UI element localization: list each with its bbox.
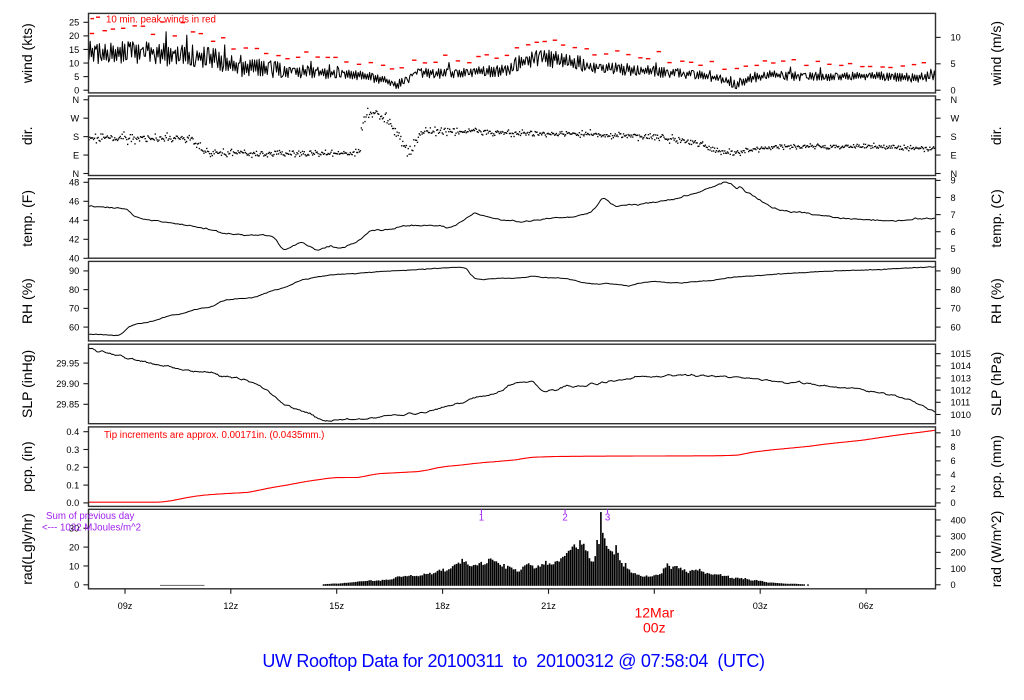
svg-text:7: 7 xyxy=(951,210,956,220)
svg-text:W: W xyxy=(951,113,960,123)
svg-text:90: 90 xyxy=(951,266,961,276)
svg-text:8: 8 xyxy=(951,193,956,203)
svg-text:0.0: 0.0 xyxy=(66,498,79,508)
svg-text:3: 3 xyxy=(605,513,610,524)
svg-text:rad(Lgly/hr): rad(Lgly/hr) xyxy=(19,513,35,585)
svg-text:SLP (inHg): SLP (inHg) xyxy=(19,350,35,418)
svg-text:UW Rooftop Data for 20100311: UW Rooftop Data for 20100311 to 20100312… xyxy=(262,651,764,671)
svg-text:10: 10 xyxy=(69,58,79,68)
svg-text:03z: 03z xyxy=(753,601,768,611)
svg-text:wind (m/s): wind (m/s) xyxy=(988,21,1004,87)
svg-text:0: 0 xyxy=(74,580,79,590)
svg-text:N: N xyxy=(73,169,80,179)
svg-text:20: 20 xyxy=(69,31,79,41)
svg-text:70: 70 xyxy=(69,304,79,314)
svg-text:5: 5 xyxy=(951,59,956,69)
svg-text:N: N xyxy=(951,169,958,179)
svg-text:18z: 18z xyxy=(435,601,450,611)
svg-text:29.85: 29.85 xyxy=(56,400,79,410)
svg-text:300: 300 xyxy=(951,531,966,541)
svg-text:0.2: 0.2 xyxy=(66,463,79,473)
svg-text:15z: 15z xyxy=(329,601,344,611)
svg-text:N: N xyxy=(951,95,958,105)
svg-text:12z: 12z xyxy=(223,601,238,611)
svg-text:400: 400 xyxy=(951,515,966,525)
svg-text:RH (%): RH (%) xyxy=(988,278,1004,324)
svg-text:30: 30 xyxy=(69,524,79,534)
svg-text:8: 8 xyxy=(951,442,956,452)
svg-text:0: 0 xyxy=(951,86,956,96)
svg-text:80: 80 xyxy=(69,285,79,295)
svg-text:25: 25 xyxy=(69,18,79,28)
svg-text:44: 44 xyxy=(69,216,79,226)
svg-text:10: 10 xyxy=(951,33,961,43)
svg-text:0: 0 xyxy=(951,580,956,590)
svg-text:1011: 1011 xyxy=(951,398,971,408)
svg-text:<--- 1032 MJoules/m^2: <--- 1032 MJoules/m^2 xyxy=(42,523,141,534)
svg-text:temp. (F): temp. (F) xyxy=(19,190,35,247)
svg-text:0.4: 0.4 xyxy=(66,427,79,437)
svg-text:6: 6 xyxy=(951,227,956,237)
svg-text:29.90: 29.90 xyxy=(56,379,79,389)
svg-text:pcp. (in): pcp. (in) xyxy=(19,441,35,492)
svg-text:12Mar: 12Mar xyxy=(634,605,674,621)
svg-text:E: E xyxy=(73,150,79,160)
svg-text:1: 1 xyxy=(479,513,484,524)
svg-text:06z: 06z xyxy=(859,601,874,611)
svg-text:80: 80 xyxy=(951,285,961,295)
svg-text:5: 5 xyxy=(74,72,79,82)
svg-text:20: 20 xyxy=(69,542,79,552)
svg-text:RH (%): RH (%) xyxy=(19,278,35,324)
svg-text:wind (kts): wind (kts) xyxy=(19,23,35,84)
svg-text:W: W xyxy=(71,113,80,123)
svg-text:2: 2 xyxy=(562,513,567,524)
svg-text:SLP (hPa): SLP (hPa) xyxy=(988,352,1004,416)
svg-text:90: 90 xyxy=(69,266,79,276)
svg-text:Tip increments are approx. 0.0: Tip increments are approx. 0.00171in. (0… xyxy=(104,430,324,441)
svg-text:S: S xyxy=(73,132,79,142)
svg-text:E: E xyxy=(951,150,957,160)
svg-text:60: 60 xyxy=(951,322,961,332)
svg-text:42: 42 xyxy=(69,235,79,245)
svg-text:100: 100 xyxy=(951,564,966,574)
svg-text:10: 10 xyxy=(69,561,79,571)
svg-text:00z: 00z xyxy=(643,620,666,636)
svg-text:46: 46 xyxy=(69,197,79,207)
svg-text:1012: 1012 xyxy=(951,385,971,395)
svg-text:N: N xyxy=(73,95,80,105)
svg-text:200: 200 xyxy=(951,548,966,558)
svg-text:0.3: 0.3 xyxy=(66,445,79,455)
svg-text:10 min. peak winds in red: 10 min. peak winds in red xyxy=(106,15,216,26)
svg-text:rad (W/m^2): rad (W/m^2) xyxy=(988,511,1004,588)
svg-text:1010: 1010 xyxy=(951,410,971,420)
svg-text:40: 40 xyxy=(69,254,79,264)
svg-text:1013: 1013 xyxy=(951,373,971,383)
svg-text:9: 9 xyxy=(951,176,956,186)
svg-text:1014: 1014 xyxy=(951,361,971,371)
svg-text:1015: 1015 xyxy=(951,349,971,359)
svg-text:29.95: 29.95 xyxy=(56,358,79,368)
svg-text:0.1: 0.1 xyxy=(66,480,79,490)
svg-text:5: 5 xyxy=(951,244,956,254)
svg-text:6: 6 xyxy=(951,456,956,466)
svg-text:4: 4 xyxy=(951,470,956,480)
svg-text:0: 0 xyxy=(74,86,79,96)
svg-text:pcp. (mm): pcp. (mm) xyxy=(988,435,1004,498)
svg-text:dir.: dir. xyxy=(988,126,1004,145)
svg-text:0: 0 xyxy=(951,498,956,508)
svg-text:2: 2 xyxy=(951,484,956,494)
svg-text:15: 15 xyxy=(69,45,79,55)
svg-text:temp. (C): temp. (C) xyxy=(988,189,1004,247)
svg-text:70: 70 xyxy=(951,304,961,314)
svg-text:21z: 21z xyxy=(541,601,556,611)
svg-text:Sum of previous day: Sum of previous day xyxy=(46,511,134,522)
svg-text:S: S xyxy=(951,132,957,142)
svg-text:48: 48 xyxy=(69,178,79,188)
svg-text:09z: 09z xyxy=(118,601,133,611)
svg-text:10: 10 xyxy=(951,428,961,438)
svg-text:dir.: dir. xyxy=(19,126,35,145)
svg-text:60: 60 xyxy=(69,322,79,332)
